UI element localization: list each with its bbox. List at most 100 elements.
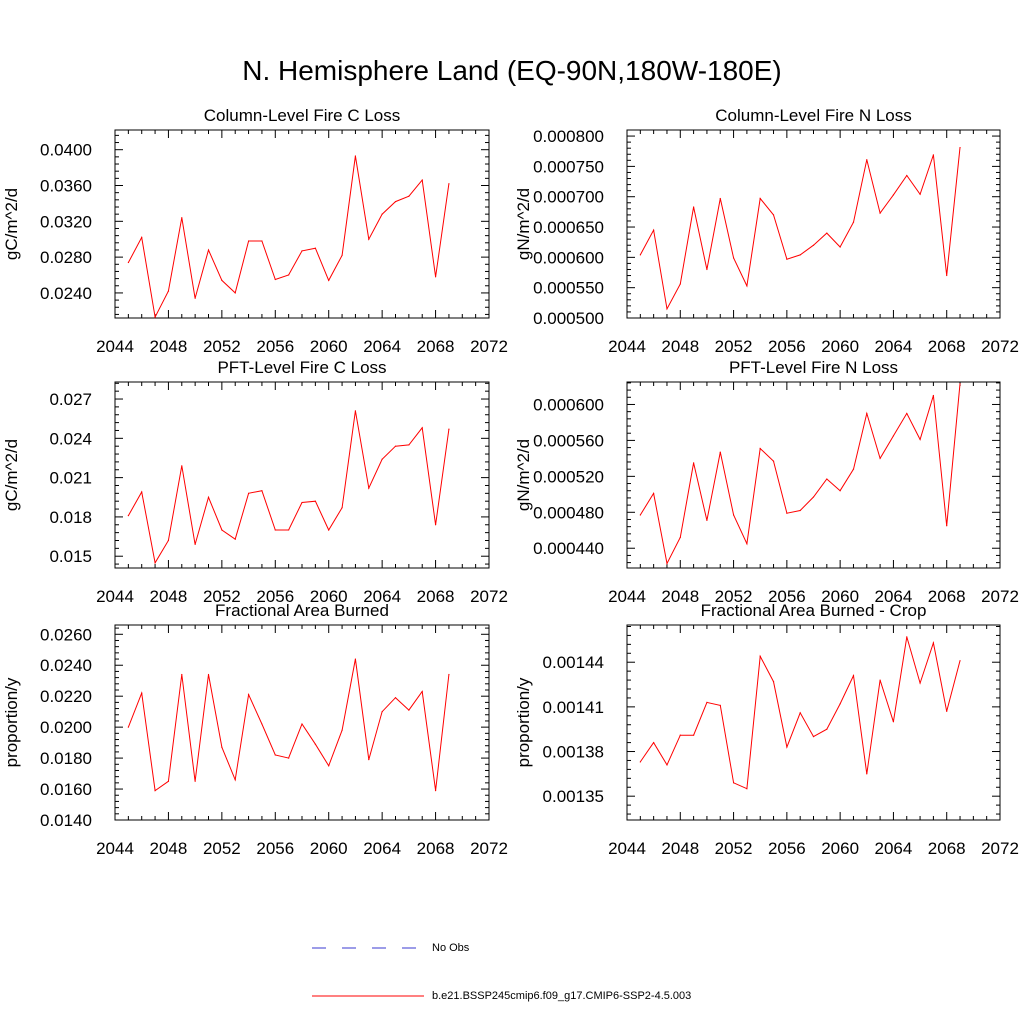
data-point: [181, 465, 183, 467]
data-point: [408, 444, 410, 446]
data-point: [314, 247, 316, 249]
x-tick-label: 2068: [417, 337, 455, 356]
plot-frame: [626, 129, 1001, 319]
data-point: [221, 529, 223, 531]
data-point: [247, 694, 250, 696]
data-point: [421, 179, 423, 181]
chart-panel-4: PFT-Level Fire N Loss gN/m^2/d 2044 2048 205…: [514, 358, 1019, 606]
data-point: [261, 240, 263, 242]
data-point: [719, 451, 721, 453]
data-point: [328, 765, 330, 767]
data-point: [154, 316, 156, 318]
data-point: [154, 562, 156, 564]
y-tick-label: 0.027: [49, 390, 92, 409]
legend-model-label: b.e21.BSSP245cmip6.f09_g17.CMIP6-SSP2-4.…: [432, 990, 692, 1002]
x-tick-label: 2048: [150, 337, 188, 356]
y-tick-label: 0.00144: [543, 653, 604, 672]
data-point: [932, 642, 934, 644]
data-point: [234, 779, 236, 781]
chart-title: Fractional Area Burned: [215, 601, 389, 620]
data-point: [408, 195, 410, 197]
x-tick-label: 2056: [256, 839, 294, 858]
series-line: [127, 658, 450, 792]
chart-panel-5: Fractional Area Burned proportion/y 2044 20…: [2, 601, 508, 858]
data-point: [394, 201, 397, 203]
plot-frame: [114, 381, 490, 569]
data-point: [234, 538, 236, 540]
data-point: [639, 254, 641, 256]
data-point: [786, 746, 788, 748]
data-point: [799, 712, 801, 714]
y-tick-label: 0.000480: [533, 503, 604, 522]
data-point: [852, 675, 855, 677]
data-point: [719, 197, 721, 200]
data-point: [328, 529, 330, 531]
data-point: [879, 679, 881, 681]
x-tick-label: 2056: [256, 337, 294, 356]
chart-title: Column-Level Fire C Loss: [204, 106, 401, 125]
data-point: [799, 254, 801, 256]
y-tick-label: 0.0320: [40, 212, 92, 231]
data-point: [746, 543, 748, 545]
data-point: [448, 183, 450, 185]
data-point: [786, 258, 788, 260]
y-axis-label: proportion/y: [514, 677, 533, 767]
data-point: [693, 734, 695, 736]
x-tick-label: 2056: [768, 839, 806, 858]
data-point: [274, 754, 276, 756]
data-point: [434, 524, 437, 526]
y-tick-label: 0.0140: [40, 811, 92, 830]
x-tick-label: 2072: [470, 839, 508, 858]
x-tick-label: 2044: [96, 337, 134, 356]
data-point: [381, 711, 383, 713]
data-point: [732, 782, 735, 784]
y-tick-label: 0.0400: [40, 141, 92, 160]
y-tick-label: 0.000600: [533, 248, 604, 267]
data-point: [812, 496, 815, 498]
x-tick-label: 2060: [821, 839, 859, 858]
x-tick-label: 2072: [981, 587, 1019, 606]
series-line: [127, 155, 450, 319]
data-point: [946, 525, 948, 527]
data-point: [772, 214, 775, 216]
data-point: [879, 212, 881, 214]
x-tick-label: 2060: [310, 337, 348, 356]
y-axis-label: proportion/y: [2, 677, 21, 767]
data-point: [434, 276, 437, 278]
data-point: [946, 710, 948, 712]
chart-title: Fractional Area Burned - Crop: [701, 601, 927, 620]
data-point: [354, 658, 357, 660]
chart-title: PFT-Level Fire C Loss: [217, 358, 386, 377]
x-tick-label: 2072: [470, 587, 508, 606]
x-tick-label: 2068: [928, 839, 966, 858]
data-point: [879, 457, 881, 459]
data-point: [639, 761, 641, 763]
x-tick-label: 2052: [203, 337, 241, 356]
data-point: [852, 221, 855, 223]
x-tick-label: 2052: [715, 839, 753, 858]
data-point: [194, 297, 196, 299]
chart-title: PFT-Level Fire N Loss: [729, 358, 898, 377]
data-point: [167, 780, 170, 782]
data-point: [354, 155, 357, 157]
x-tick-label: 2048: [661, 587, 699, 606]
data-point: [288, 757, 290, 759]
x-tick-label: 2064: [875, 337, 913, 356]
data-point: [247, 240, 250, 242]
data-point: [826, 232, 828, 234]
data-point: [314, 500, 316, 502]
data-point: [666, 562, 668, 565]
x-tick-label: 2052: [715, 337, 753, 356]
series-line: [127, 410, 450, 565]
data-point: [381, 213, 383, 215]
data-point: [154, 789, 156, 792]
x-tick-label: 2060: [821, 337, 859, 356]
data-point: [772, 680, 775, 683]
data-point: [141, 491, 143, 493]
data-point: [706, 268, 708, 271]
data-point: [234, 292, 236, 294]
data-point: [639, 514, 641, 516]
data-point: [772, 460, 775, 462]
